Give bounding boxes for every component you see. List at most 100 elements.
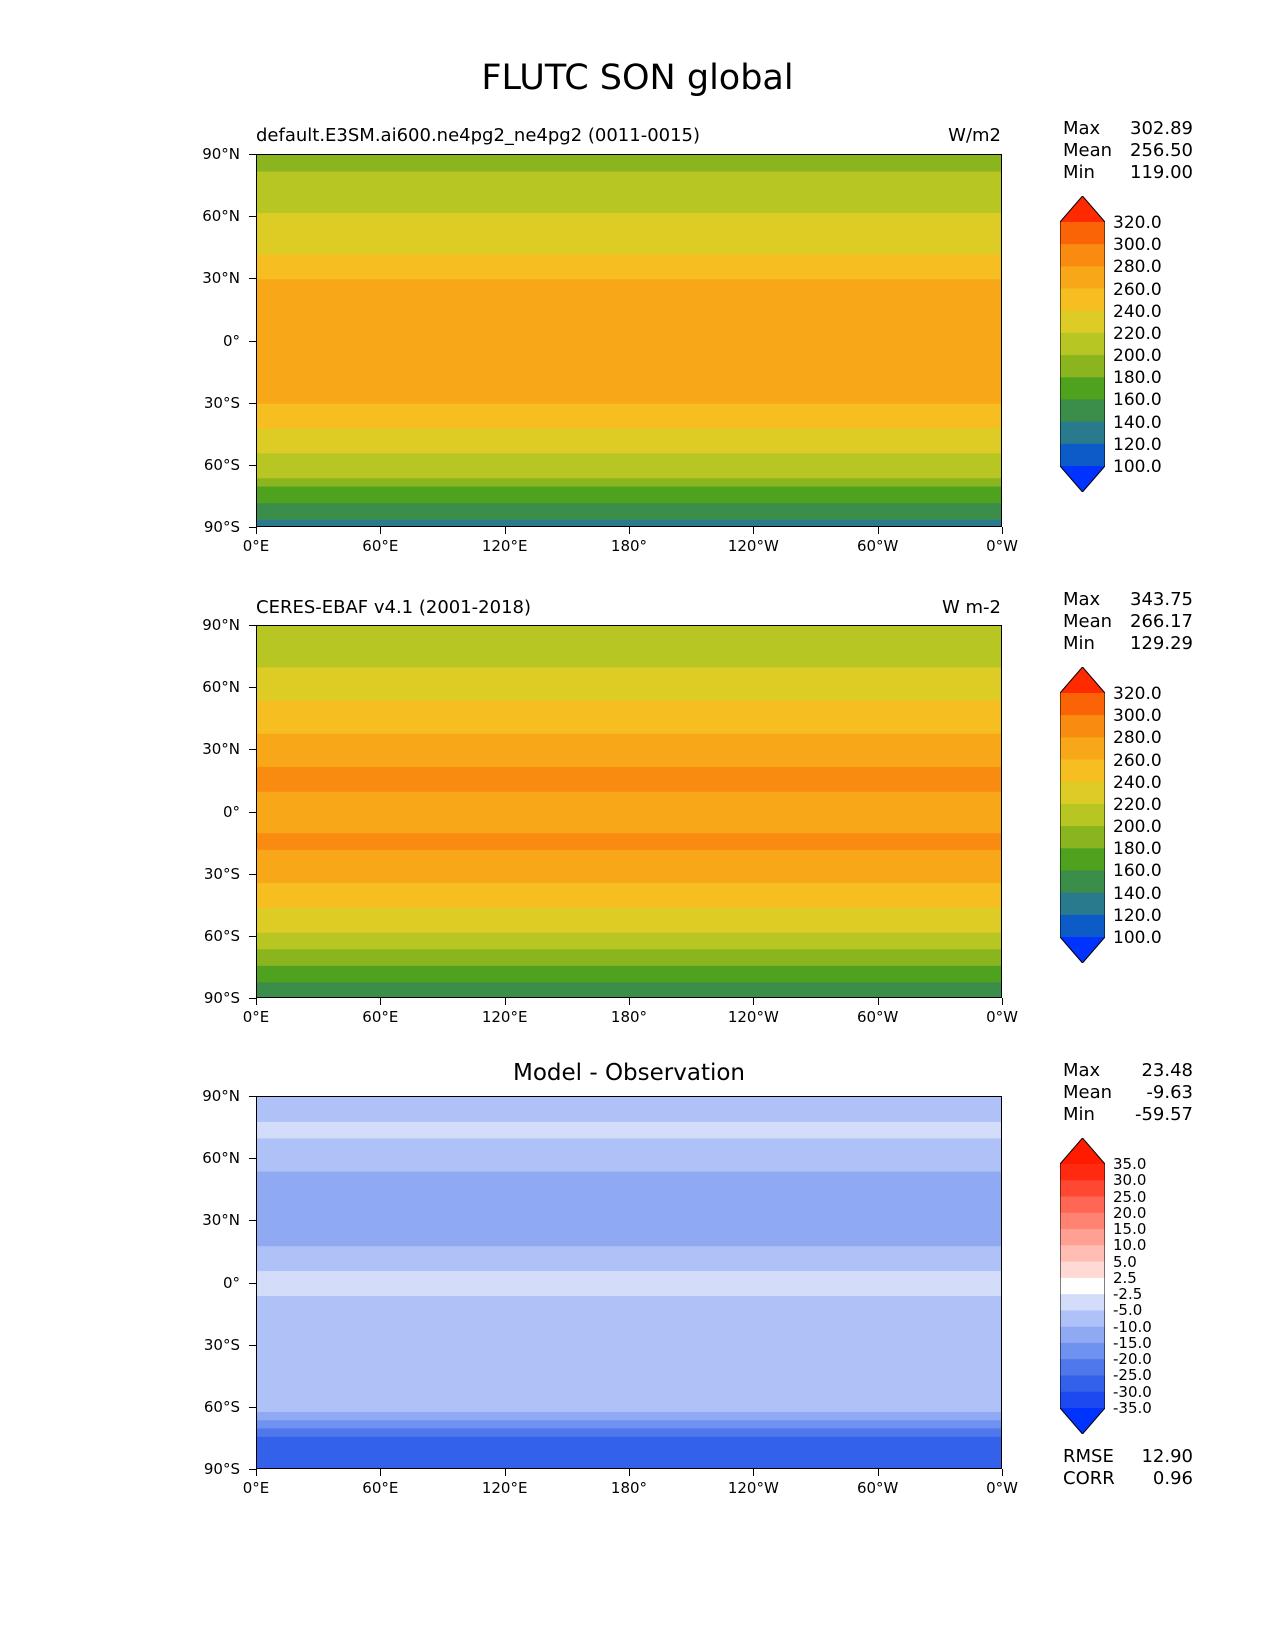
field-band — [257, 461, 1001, 471]
field-band — [257, 957, 1001, 967]
lat-tick-label: 30°N — [202, 269, 240, 288]
field-band — [257, 503, 1001, 513]
field-band — [257, 1387, 1001, 1396]
field-band — [257, 907, 1001, 917]
colorbar-extend-min — [1060, 1408, 1105, 1434]
colorbar-segment — [1060, 1375, 1105, 1393]
field-band — [257, 1411, 1001, 1421]
field-band — [257, 163, 1001, 173]
colorbar-segment — [1060, 421, 1105, 445]
lat-tick-mark — [249, 998, 256, 999]
field-band — [257, 453, 1001, 463]
field-band — [257, 833, 1001, 843]
lon-tick-mark — [753, 527, 755, 534]
field-band — [257, 370, 1001, 380]
colorbar-segment — [1060, 1342, 1105, 1360]
field-band — [257, 650, 1001, 660]
lat-tick-mark — [249, 1220, 256, 1222]
colorbar-tick-label: 120.0 — [1113, 434, 1162, 455]
colorbar-segment — [1060, 1391, 1105, 1409]
lat-tick-mark — [249, 811, 256, 813]
field-band — [257, 800, 1001, 809]
stat-max: Max 302.89 — [1063, 118, 1193, 140]
lat-tick-label: 60°N — [202, 678, 240, 697]
lat-tick-mark — [249, 402, 256, 404]
field-band — [257, 1353, 1001, 1363]
lat-tick-label: 30°S — [203, 864, 240, 883]
field-band — [257, 246, 1001, 256]
colorbar-tick-label: 280.0 — [1113, 728, 1162, 749]
colorbar-tick-label: 300.0 — [1113, 706, 1162, 727]
field-band — [257, 295, 1001, 305]
lon-tick-label: 0°E — [242, 1008, 270, 1026]
field-band — [257, 1237, 1001, 1247]
lon-tick-label: 120°W — [727, 1008, 779, 1026]
field-band — [257, 667, 1001, 677]
field-band — [257, 1105, 1001, 1115]
field-band — [257, 287, 1001, 297]
lon-tick-label: 0°W — [986, 1479, 1018, 1497]
field-band — [257, 1130, 1001, 1140]
field-band — [257, 940, 1001, 950]
field-band — [257, 229, 1001, 239]
stat-value: 0.96 — [1152, 1468, 1193, 1489]
panel-model: default.E3SM.ai600.ne4pg2_ne4pg2 (0011-0… — [0, 0, 1275, 527]
colorbar-segment — [1060, 1196, 1105, 1214]
colorbar-segment — [1060, 443, 1105, 467]
stat-value: -59.57 — [1134, 1104, 1193, 1125]
field-band — [257, 155, 1001, 164]
stat-label: CORR — [1063, 1468, 1115, 1489]
panel-title: Model - Observation — [512, 1060, 746, 1086]
stat-label: Max — [1063, 118, 1101, 139]
colorbar-segment — [1060, 892, 1105, 916]
field-band — [257, 634, 1001, 644]
lat-tick-mark — [249, 216, 256, 218]
lat-tick-mark — [249, 464, 256, 466]
colorbar-segment — [1060, 826, 1105, 849]
colorbar-tick-label: 260.0 — [1113, 750, 1162, 771]
field-band — [257, 221, 1001, 231]
colorbar-tick-label: 200.0 — [1113, 346, 1162, 367]
lon-tick-mark — [877, 1469, 879, 1476]
colorbar-tick-label: 2.5 — [1113, 1268, 1137, 1287]
colorbar-tick-label: -30.0 — [1113, 1382, 1152, 1401]
field-band — [257, 271, 1001, 280]
colorbar-segment — [1060, 759, 1105, 783]
panel-title: CERES-EBAF v4.1 (2001-2018) — [256, 597, 532, 618]
lat-tick-mark — [249, 687, 256, 689]
field-band — [257, 1271, 1001, 1280]
colorbar-segment — [1060, 266, 1105, 290]
lon-tick-mark — [753, 1469, 755, 1476]
colorbar-segment — [1060, 244, 1105, 267]
field-band — [257, 1453, 1001, 1463]
colorbar-tick-label: 280.0 — [1113, 257, 1162, 278]
lon-tick-mark — [1002, 998, 1003, 1005]
colorbar-tick-label: 160.0 — [1113, 861, 1162, 882]
lat-tick-label: 0° — [222, 802, 240, 821]
colorbar-tick-label: 300.0 — [1113, 235, 1162, 256]
field-band — [257, 1337, 1001, 1347]
lat-tick-mark — [249, 1344, 256, 1346]
lat-tick-label: 0° — [222, 1273, 240, 1292]
lat-tick-label: 90°S — [203, 518, 240, 536]
stat-max: Max 23.48 — [1063, 1060, 1193, 1082]
field-band — [257, 188, 1001, 198]
colorbar — [1059, 1137, 1106, 1435]
colorbar-tick-label: 180.0 — [1113, 839, 1162, 860]
field-band — [257, 1121, 1001, 1131]
colorbar-tick-label: 100.0 — [1113, 457, 1162, 477]
stat-value: 343.75 — [1130, 589, 1193, 610]
field-band — [257, 237, 1001, 247]
stat-value: 12.90 — [1141, 1446, 1193, 1467]
lon-tick-mark — [629, 527, 630, 534]
colorbar — [1059, 666, 1106, 964]
colorbar-segment — [1060, 1359, 1105, 1376]
lat-tick-label: 90°S — [203, 989, 240, 1007]
lat-tick-label: 30°S — [203, 1335, 240, 1354]
stat-value: 119.00 — [1130, 162, 1193, 183]
field-band — [257, 1362, 1001, 1372]
panel-title: default.E3SM.ai600.ne4pg2_ne4pg2 (0011-0… — [256, 125, 701, 146]
colorbar-extend-max — [1060, 196, 1105, 222]
colorbar-tick-label: -15.0 — [1113, 1333, 1152, 1352]
field-band — [257, 445, 1001, 454]
